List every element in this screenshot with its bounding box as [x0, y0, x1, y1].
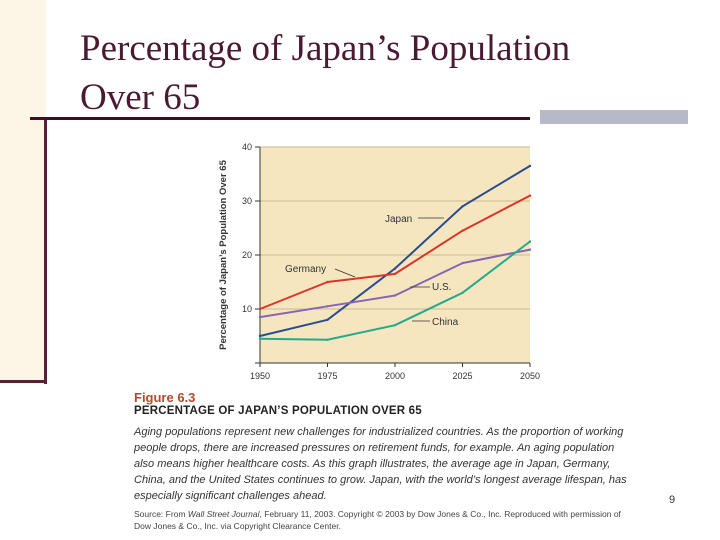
slide-title-line1: Percentage of Japan’s Population	[80, 28, 571, 69]
slide-title: Percentage of Japan’s Population Over 65	[80, 24, 570, 122]
data-point-china	[393, 324, 397, 327]
series-label-japan: Japan	[385, 214, 412, 225]
y-axis-label: Percentage of Japan’s Population Over 65	[218, 159, 229, 349]
y-tick-label: 10	[242, 304, 252, 314]
data-point-germany	[461, 229, 464, 232]
data-point-china	[528, 240, 532, 243]
left-accent-line	[44, 120, 47, 384]
y-tick-label: 20	[242, 250, 252, 260]
data-point-germany	[258, 307, 262, 311]
figure-source: Source: From Wall Street Journal, Februa…	[134, 508, 634, 532]
data-point-us	[326, 305, 329, 308]
data-point-germany	[528, 194, 532, 197]
source-rest: , February 11, 2003. Copyright © 2003 by…	[134, 509, 621, 531]
x-tick-label: 2000	[385, 371, 405, 381]
left-rule	[0, 380, 47, 383]
figure-number: Figure 6.3	[134, 390, 196, 405]
data-point-japan	[528, 164, 532, 168]
series-label-us: U.S.	[432, 282, 451, 293]
data-point-us	[461, 261, 464, 265]
data-point-china	[258, 337, 262, 340]
page-number: 9	[669, 494, 676, 506]
x-tick-label: 1950	[250, 371, 270, 381]
data-point-germany	[393, 272, 397, 276]
source-publication: Wall Street Journal	[187, 509, 260, 519]
data-point-china	[461, 291, 464, 294]
data-point-china	[326, 338, 329, 341]
title-underline	[30, 117, 530, 120]
series-label-germany: Germany	[285, 264, 326, 275]
y-tick-label: 30	[242, 196, 252, 206]
figure-caption: Aging populations represent new challeng…	[134, 426, 627, 502]
x-tick-label: 2025	[452, 371, 472, 381]
left-decor-bar	[0, 0, 46, 384]
title-accent-block	[540, 110, 688, 124]
y-tick-label: 40	[242, 142, 252, 152]
data-point-japan	[461, 205, 464, 208]
data-point-japan	[326, 318, 329, 321]
data-point-japan	[393, 267, 397, 270]
data-point-us	[393, 294, 397, 297]
legend-leader-germany	[334, 268, 356, 278]
slide-title-line2: Over 65	[80, 77, 201, 118]
source-prefix: Source: From	[134, 509, 188, 519]
data-point-germany	[326, 280, 329, 284]
x-tick-label: 1975	[317, 371, 337, 381]
x-tick-label: 2050	[520, 371, 540, 381]
figure-title: PERCENTAGE OF JAPAN’S POPULATION OVER 65	[134, 405, 422, 417]
series-label-china: China	[432, 317, 459, 328]
data-point-japan	[258, 334, 262, 338]
data-point-us	[528, 248, 532, 251]
data-point-us	[258, 315, 262, 319]
